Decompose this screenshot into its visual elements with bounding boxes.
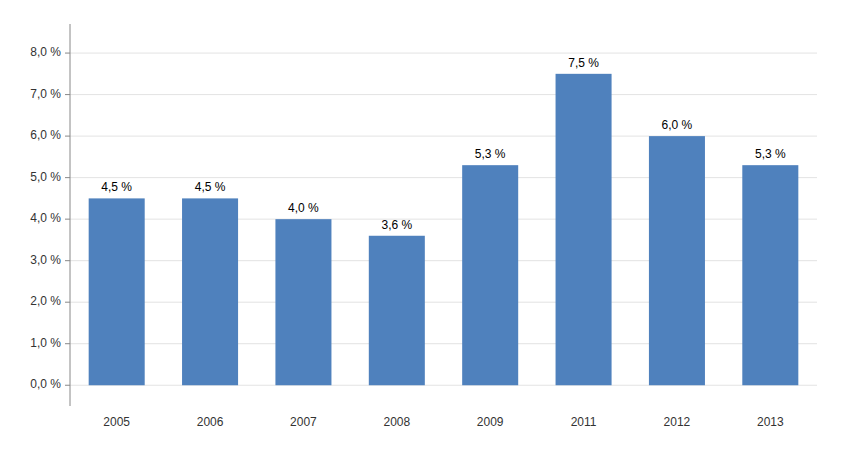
y-tick-label: 3,0 %	[30, 253, 61, 267]
y-tick	[65, 177, 70, 178]
data-label: 4,5 %	[101, 180, 132, 194]
y-tick-label: 5,0 %	[30, 170, 61, 184]
y-tick-label: 4,0 %	[30, 211, 61, 225]
y-tick	[65, 136, 70, 137]
y-axis	[70, 24, 71, 406]
bar	[649, 136, 705, 385]
data-label: 7,5 %	[568, 56, 599, 70]
bar	[556, 74, 612, 385]
y-tick-label: 1,0 %	[30, 336, 61, 350]
x-tick-label: 2009	[477, 415, 504, 429]
x-tick-label: 2005	[103, 415, 130, 429]
x-tick-label: 2013	[757, 415, 784, 429]
grid-line	[70, 53, 817, 54]
x-tick-label: 2006	[197, 415, 224, 429]
x-tick-label: 2007	[290, 415, 317, 429]
y-tick	[65, 343, 70, 344]
y-tick	[65, 53, 70, 54]
data-label: 5,3 %	[755, 147, 786, 161]
data-label: 5,3 %	[475, 147, 506, 161]
bar	[89, 198, 145, 385]
x-tick-label: 2012	[664, 415, 691, 429]
bar	[742, 165, 798, 385]
y-tick	[65, 385, 70, 386]
bar	[369, 236, 425, 385]
y-tick-label: 7,0 %	[30, 87, 61, 101]
y-axis-group: 0,0 % 1,0 % 2,0 % 3,0 % 4,0 % 5,0 % 6,0 % 7,0 %…	[30, 24, 70, 406]
y-tick-label: 0,0 %	[30, 377, 61, 391]
y-tick-label: 6,0 %	[30, 128, 61, 142]
bars	[89, 74, 799, 385]
bar	[462, 165, 518, 385]
bar	[182, 198, 238, 385]
x-tick-label: 2011	[571, 415, 597, 429]
data-labels: 4,5 % 4,5 % 4,0 % 3,6 % 5,3 % 7,5 % 6,0 % 5,3 %	[101, 56, 786, 232]
y-tick	[65, 94, 70, 95]
data-label: 4,5 %	[195, 180, 226, 194]
y-tick	[65, 302, 70, 303]
y-tick	[65, 219, 70, 220]
grid	[70, 53, 817, 385]
bar	[275, 219, 331, 385]
y-tick-label: 8,0 %	[30, 45, 61, 59]
data-label: 3,6 %	[381, 218, 412, 232]
chart: 0,0 % 1,0 % 2,0 % 3,0 % 4,0 % 5,0 % 6,0 % 7,0 %…	[0, 0, 841, 450]
grid-line	[70, 94, 817, 95]
y-tick	[65, 260, 70, 261]
x-tick-label: 2008	[383, 415, 410, 429]
y-tick-label: 2,0 %	[30, 294, 61, 308]
data-label: 6,0 %	[662, 118, 693, 132]
data-label: 4,0 %	[288, 201, 319, 215]
page: {"chart_data": {"type": "bar", "categori…	[0, 0, 841, 450]
x-axis-group: 2005 2006 2007 2008 2009 2011 2012 2013	[103, 415, 784, 429]
